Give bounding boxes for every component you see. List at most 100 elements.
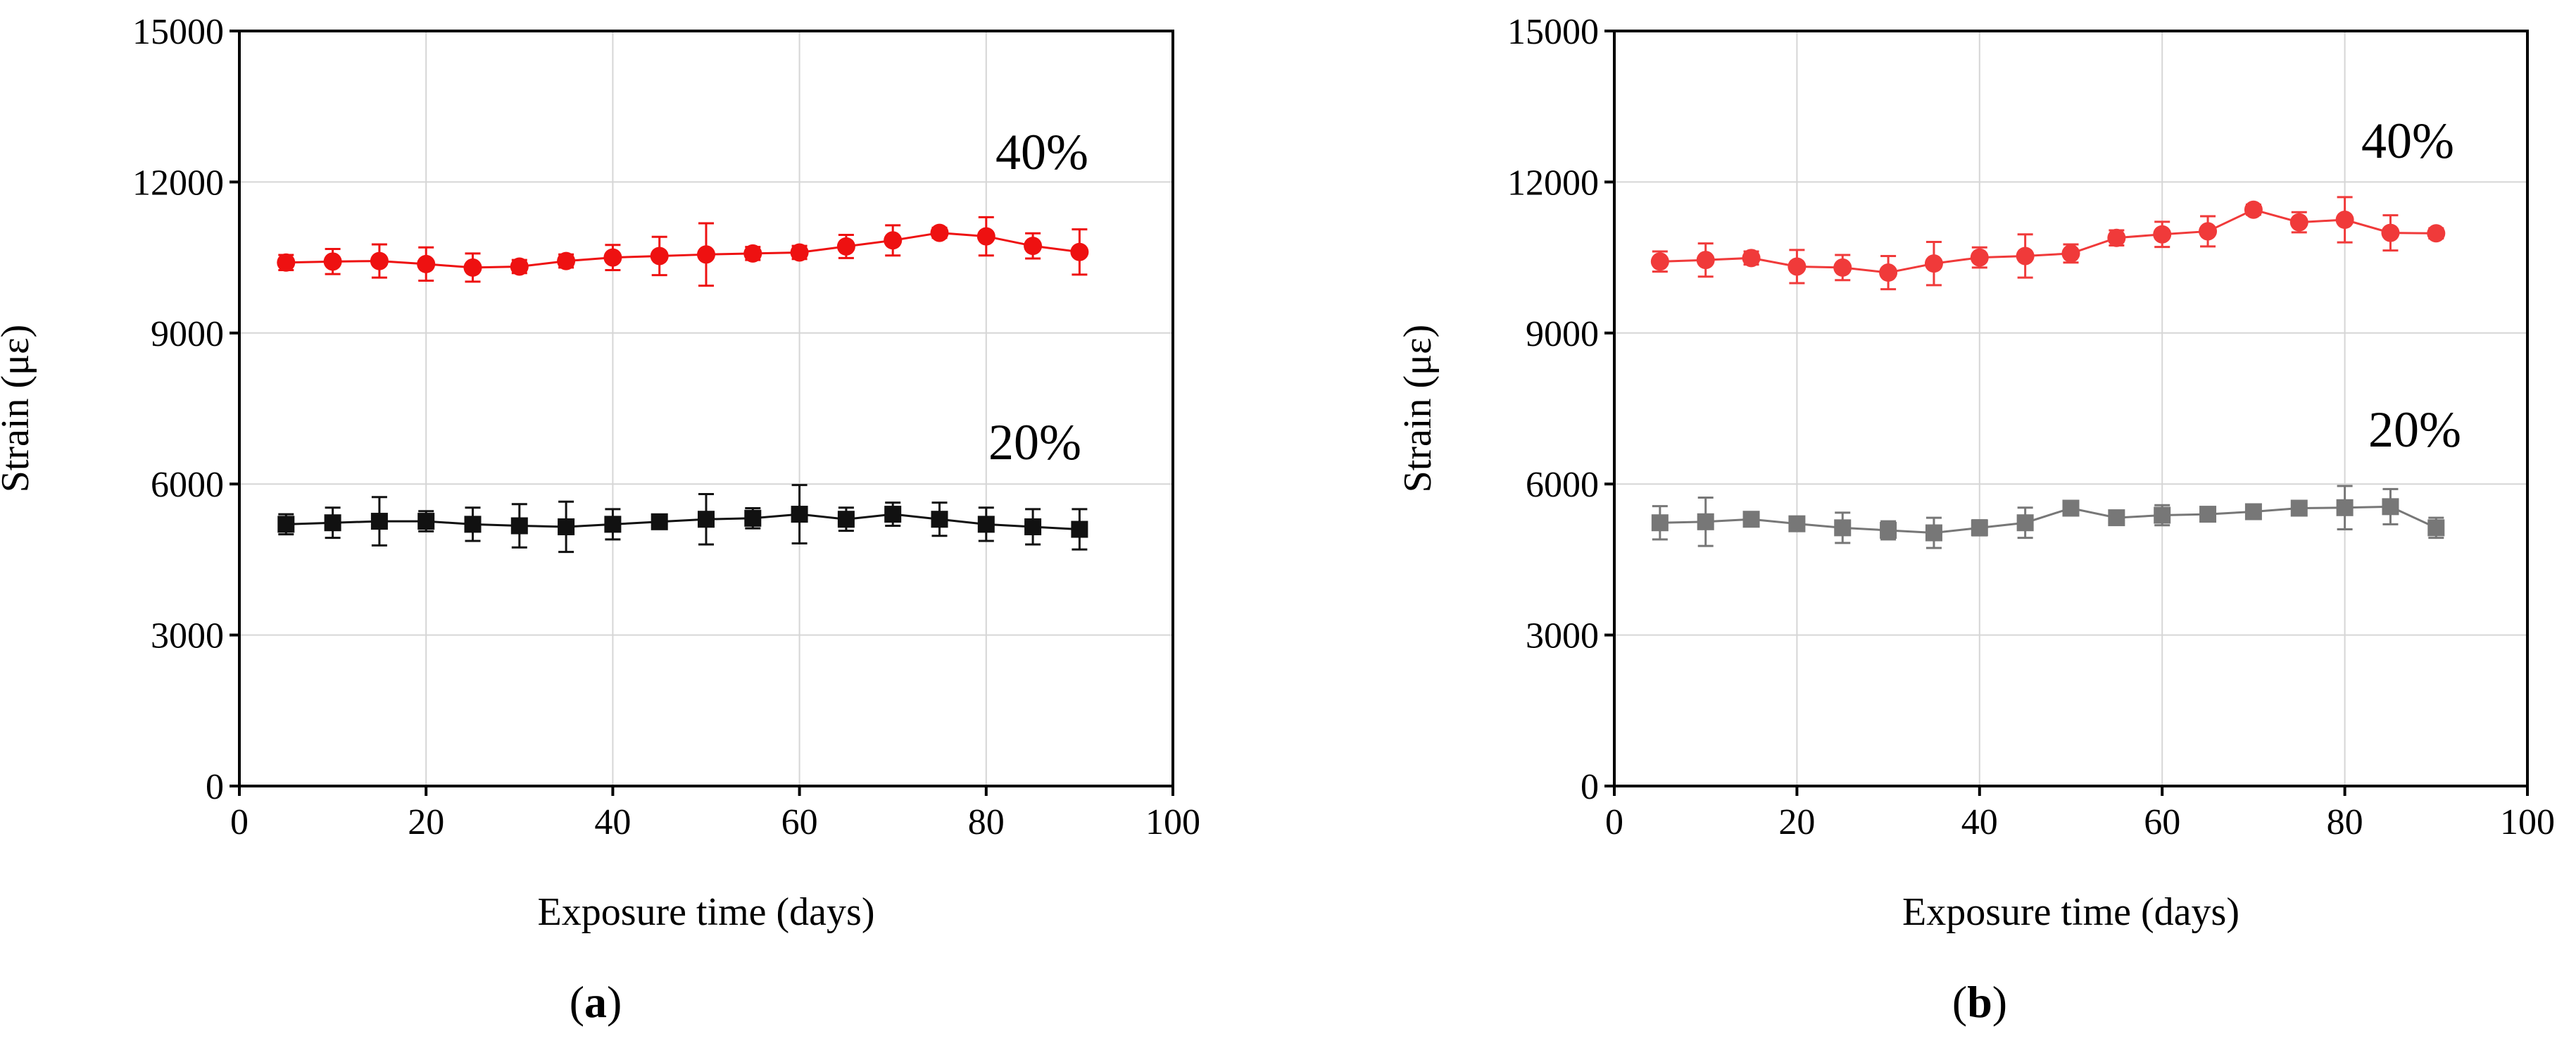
panel-label: (b)	[1952, 977, 2007, 1027]
panel-letter: b	[1967, 977, 1992, 1027]
series-line	[286, 513, 1080, 531]
data-point	[2199, 222, 2218, 241]
panel-letter: a	[584, 977, 607, 1027]
data-point	[2244, 200, 2263, 219]
data-point	[2153, 225, 2172, 244]
plot-frame	[1613, 30, 2529, 787]
data-point	[698, 511, 715, 528]
data-point	[1024, 237, 1043, 256]
data-point	[557, 251, 576, 270]
data-point	[884, 231, 903, 250]
data-point	[1650, 252, 1669, 271]
data-point	[2289, 213, 2308, 232]
y-axis-title: Strain (με)	[0, 325, 37, 493]
data-point	[1696, 251, 1715, 270]
data-point	[2427, 224, 2446, 243]
series-label: 40%	[995, 124, 1088, 180]
data-point	[1788, 515, 1806, 532]
data-point	[2107, 228, 2126, 247]
data-point	[604, 516, 622, 533]
data-point	[1834, 519, 1852, 537]
y-axis-title: Strain (με)	[1396, 325, 1440, 493]
data-point	[884, 506, 902, 523]
data-point	[2381, 223, 2400, 242]
data-point	[1925, 524, 1942, 542]
y-tick-label: 9000	[151, 314, 224, 354]
data-point	[744, 509, 762, 527]
x-tick-label: 0	[1605, 802, 1623, 842]
data-point	[277, 253, 296, 272]
panel-label: (a)	[570, 977, 622, 1027]
x-axis-title: Exposure time (days)	[538, 890, 875, 934]
data-point	[370, 251, 389, 270]
series-line	[286, 232, 1080, 269]
x-tick-label: 20	[408, 802, 444, 842]
data-point	[417, 513, 435, 530]
data-point	[2290, 499, 2308, 517]
x-tick-label: 0	[230, 802, 249, 842]
x-tick-label: 60	[2144, 802, 2180, 842]
data-point	[1742, 249, 1761, 268]
data-point	[558, 518, 575, 535]
y-tick-label: 15000	[1507, 12, 1599, 52]
data-point	[1970, 248, 1989, 267]
x-tick-label: 60	[781, 802, 818, 842]
data-point	[651, 513, 668, 530]
data-point	[2335, 211, 2354, 229]
data-point	[324, 514, 341, 532]
data-point	[790, 243, 809, 262]
y-tick-label: 9000	[1526, 314, 1599, 354]
data-point	[743, 244, 762, 263]
data-point	[1071, 520, 1088, 538]
x-axis-title: Exposure time (days)	[1902, 890, 2239, 934]
data-point	[2061, 244, 2080, 263]
data-point	[417, 254, 436, 273]
data-point	[510, 517, 528, 535]
data-point	[603, 248, 622, 267]
data-point	[370, 513, 388, 530]
data-point	[2154, 506, 2171, 524]
series-20-percent: 20%	[1651, 401, 2461, 549]
y-tick-label: 3000	[151, 616, 224, 656]
data-point	[2016, 247, 2035, 266]
y-tick-label: 3000	[1526, 616, 1599, 656]
data-point	[2016, 514, 2034, 532]
data-point	[697, 245, 715, 264]
y-tick-label: 15000	[132, 12, 224, 52]
data-point	[791, 506, 808, 523]
data-point	[464, 516, 482, 533]
data-point	[323, 252, 342, 271]
series-20-percent: 20%	[277, 414, 1088, 554]
data-point	[2336, 499, 2354, 516]
data-point	[931, 511, 948, 528]
data-point	[1879, 263, 1898, 282]
data-point	[977, 516, 995, 533]
data-point	[1971, 519, 1988, 537]
data-point	[837, 511, 855, 528]
data-point	[510, 257, 529, 276]
x-tick-label: 40	[1961, 802, 1998, 842]
x-tick-label: 40	[594, 802, 631, 842]
data-point	[976, 227, 995, 246]
data-point	[1024, 518, 1042, 535]
series-label: 20%	[2368, 401, 2461, 458]
y-tick-label: 6000	[1526, 465, 1599, 505]
series-40-percent: 40%	[1650, 113, 2454, 291]
data-point	[836, 237, 855, 256]
data-point	[1833, 258, 1852, 277]
series-label: 40%	[2361, 113, 2454, 169]
x-tick-label: 80	[2327, 802, 2363, 842]
data-point	[2427, 519, 2445, 537]
y-tick-label: 12000	[132, 163, 224, 203]
data-point	[1697, 513, 1714, 530]
chart-panel-a: 0 20 40 60 80 100 0 3000 6000 9000 12000 15000 Expos…	[0, 12, 1200, 1027]
series-40-percent: 40%	[277, 124, 1089, 287]
x-tick-label: 80	[968, 802, 1005, 842]
x-tick-label: 100	[1145, 802, 1200, 842]
data-point	[1070, 242, 1089, 261]
series-line	[1659, 208, 2437, 274]
x-tick-label: 100	[2500, 802, 2555, 842]
y-tick-label: 0	[1581, 767, 1599, 807]
data-point	[1788, 257, 1807, 276]
